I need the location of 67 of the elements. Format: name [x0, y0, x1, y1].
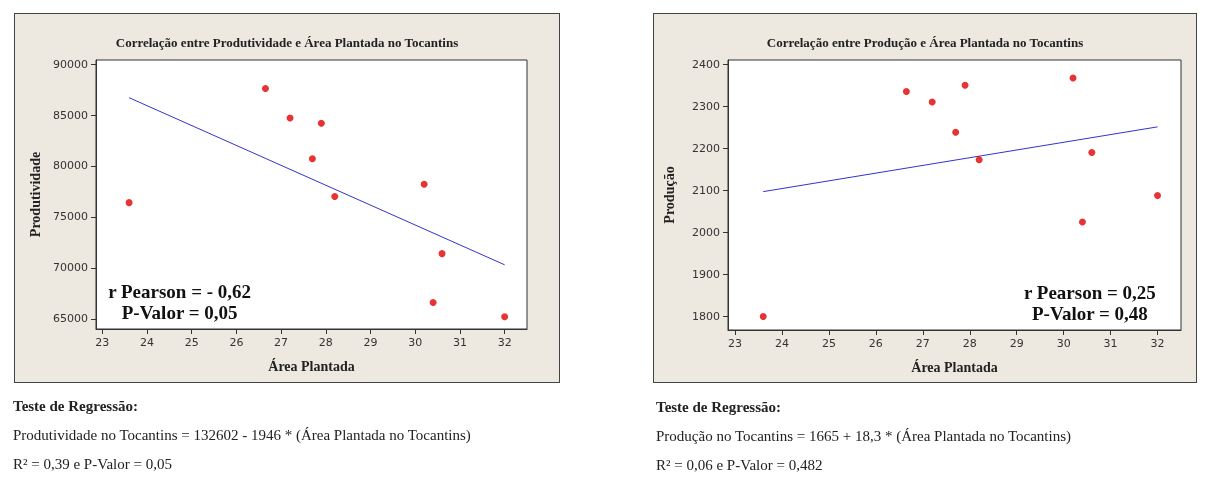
y-tick-label: 1900 — [692, 267, 720, 281]
y-tick-label: 2400 — [692, 57, 720, 71]
x-tick-label: 29 — [1009, 337, 1024, 350]
point — [331, 193, 339, 201]
point — [961, 81, 969, 89]
point — [975, 156, 983, 164]
y-tick-label: 85000 — [53, 108, 88, 122]
x-tick-label: 30 — [1056, 337, 1071, 350]
point — [928, 98, 936, 106]
chart-title: Correlação entre Produtividade e Área Plantada no Tocantins — [115, 35, 459, 50]
point — [261, 85, 269, 93]
chart-title: Correlação entre Produção e Área Plantada no Tocantins — [766, 35, 1084, 50]
point — [317, 119, 325, 127]
x-tick-label: 23 — [95, 336, 110, 349]
y-axis-title: Produção — [661, 166, 677, 224]
x-tick-label: 28 — [962, 337, 977, 350]
x-tick-label: 31 — [452, 336, 467, 349]
point — [429, 299, 437, 307]
annotation: r Pearson = 0,25 — [1023, 282, 1156, 303]
x-tick-label: 26 — [229, 336, 244, 349]
text: Teste de Regressão: — [656, 398, 782, 417]
x-tick-label: 25 — [184, 336, 199, 349]
text: R² = 0,39 e P-Valor = 0,05 — [13, 455, 173, 474]
y-tick-label: 65000 — [53, 312, 88, 326]
point — [759, 313, 767, 321]
text: Produção no Tocantins = 1665 + 18,3 * (Área Plantada no Tocantins) — [656, 427, 1072, 446]
point — [952, 128, 960, 136]
text: Produtividade no Tocantins = 132602 - 1946 * (Área Plantada no Tocantins) — [13, 426, 471, 445]
y-tick-label: 70000 — [53, 261, 88, 275]
point — [902, 88, 910, 96]
y-tick-label: 1800 — [692, 310, 720, 324]
x-tick-label: 24 — [139, 336, 154, 349]
x-tick-label: 32 — [1150, 337, 1165, 350]
point — [308, 155, 316, 163]
point — [1088, 149, 1096, 157]
y-tick-label: 2300 — [692, 99, 720, 113]
x-tick-label: 26 — [868, 337, 883, 350]
y-tick-label: 90000 — [53, 57, 88, 71]
x-axis-title: Área Plantada — [268, 357, 355, 374]
x-tick-label: 32 — [497, 336, 512, 349]
x-tick-label: 27 — [915, 337, 930, 350]
point — [438, 250, 446, 258]
y-tick-label: 2200 — [692, 141, 720, 155]
annotation: r Pearson = - 0,62 — [108, 281, 252, 302]
point — [1154, 191, 1162, 199]
x-tick-label: 29 — [363, 336, 378, 349]
y-axis-title: Produtividade — [27, 151, 43, 238]
y-tick-label: 2100 — [692, 183, 720, 197]
text: R² = 0,06 e P-Valor = 0,482 — [656, 456, 824, 475]
point — [125, 199, 133, 207]
x-tick-label: 23 — [728, 337, 743, 350]
x-tick-label: 28 — [318, 336, 333, 349]
x-tick-label: 31 — [1103, 337, 1118, 350]
y-tick-label: 75000 — [53, 210, 88, 224]
x-tick-label: 30 — [408, 336, 423, 349]
x-tick-label: 27 — [274, 336, 289, 349]
x-tick-label: 24 — [774, 337, 789, 350]
y-tick-label: 80000 — [53, 159, 88, 173]
annotation: P-Valor = 0,05 — [121, 302, 238, 323]
point — [501, 313, 509, 321]
x-axis-title: Área Plantada — [911, 358, 998, 375]
x-tick-label: 25 — [821, 337, 836, 350]
text: Teste de Regressão: — [13, 397, 139, 416]
point — [1078, 218, 1086, 226]
point — [420, 180, 428, 188]
y-tick-label: 2000 — [692, 225, 720, 239]
annotation: P-Valor = 0,48 — [1031, 303, 1148, 324]
